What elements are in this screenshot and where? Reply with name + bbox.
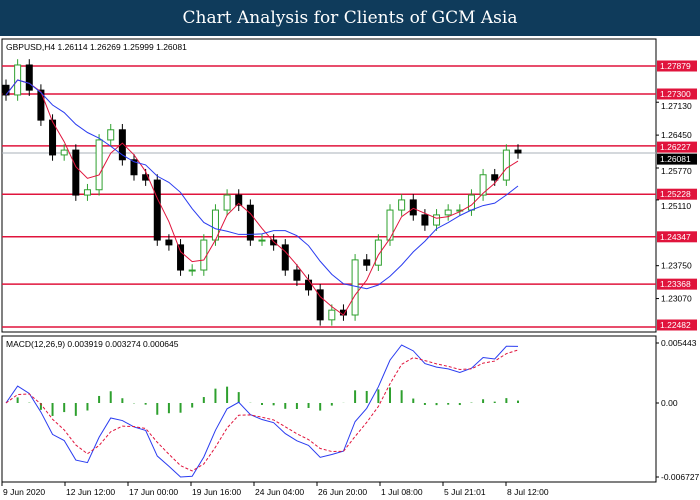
candle-body	[409, 199, 417, 216]
level-label-box	[657, 278, 697, 290]
candle-body	[130, 159, 138, 176]
time-tick-label: 9 Jun 2020	[3, 487, 45, 497]
candle-body	[165, 239, 173, 246]
candle-body	[2, 84, 10, 96]
level-label-box	[657, 231, 697, 243]
macd-header: MACD(12,26,9) 0.003919 0.003274 0.000645	[6, 339, 179, 349]
candle-body	[398, 199, 406, 211]
level-label: 1.27879	[660, 61, 691, 71]
level-label-box	[657, 188, 697, 200]
time-tick-label: 12 Jun 12:00	[66, 487, 115, 497]
macd-tick-label: -0.006727	[661, 472, 700, 482]
level-label: 1.24347	[660, 232, 691, 242]
time-tick-label: 24 Jun 04:00	[255, 487, 304, 497]
candle-body	[514, 149, 522, 154]
candle-body	[316, 289, 324, 321]
candle-body	[502, 149, 510, 181]
macd-line	[5, 344, 519, 478]
level-label-box	[657, 88, 697, 100]
candle-body	[153, 179, 161, 241]
candle-body	[25, 64, 33, 91]
candle-body	[328, 309, 336, 321]
level-label: 1.26227	[660, 142, 691, 152]
candle-body	[223, 194, 231, 211]
candle-body	[118, 129, 126, 161]
macd-tick-label: 0.005443	[661, 338, 697, 348]
moving-average-line	[5, 79, 519, 290]
level-label-box	[657, 141, 697, 153]
macd-tick-label: 0.00	[661, 398, 678, 408]
price-panel	[1, 38, 657, 333]
candle-body	[49, 119, 57, 156]
price-tick-label: 1.23750	[661, 261, 692, 271]
candle-body	[374, 239, 382, 266]
candle-body	[95, 139, 103, 191]
candle-body	[200, 239, 208, 271]
candle-body	[444, 209, 452, 216]
current-price-label: 1.26081	[660, 154, 691, 164]
time-tick-label: 1 Jul 08:00	[381, 487, 423, 497]
candle-body	[305, 279, 313, 291]
price-tick-label: 1.27130	[661, 101, 692, 111]
price-tick-label: 1.25110	[661, 201, 691, 211]
level-label: 1.23368	[660, 279, 691, 289]
time-tick-label: 19 Jun 16:00	[192, 487, 241, 497]
time-tick-label: 26 Jun 20:00	[318, 487, 367, 497]
candle-body	[177, 244, 185, 271]
candle-body	[351, 259, 359, 316]
price-tick-label: 1.26450	[661, 130, 692, 140]
candle-body	[37, 89, 45, 121]
candle-body	[456, 209, 464, 212]
time-tick-label: 8 Jul 12:00	[507, 487, 549, 497]
candle-body	[491, 174, 499, 181]
candle-body	[258, 239, 266, 242]
candle-body	[83, 189, 91, 196]
candle-body	[107, 129, 115, 141]
candle-body	[270, 239, 278, 246]
candle-body	[433, 214, 441, 226]
level-label: 1.27300	[660, 89, 691, 99]
time-tick-label: 5 Jul 21:01	[444, 487, 486, 497]
candle-body	[386, 209, 394, 241]
moving-average-line	[5, 79, 519, 316]
candle-body	[421, 214, 429, 226]
level-label-box	[657, 319, 697, 331]
macd-panel	[1, 335, 657, 483]
candle-body	[281, 244, 289, 271]
symbol-header: GBPUSD,H4 1.26114 1.26269 1.25999 1.2608…	[6, 42, 187, 52]
candle-body	[479, 174, 487, 196]
candle-body	[72, 149, 80, 196]
candle-body	[60, 149, 68, 156]
time-tick-label: 17 Jun 00:00	[129, 487, 178, 497]
candle-body	[246, 204, 254, 241]
page-title: Chart Analysis for Clients of GCM Asia	[0, 0, 700, 36]
level-label: 1.22482	[660, 320, 691, 330]
current-price-box	[657, 153, 697, 165]
candle-body	[188, 269, 196, 272]
candle-body	[363, 259, 371, 266]
candle-body	[293, 269, 301, 281]
candle-body	[235, 194, 243, 206]
level-label-box	[657, 60, 697, 72]
price-tick-label: 1.23070	[661, 294, 692, 304]
level-label: 1.25228	[660, 189, 691, 199]
price-tick-label: 1.25770	[661, 166, 692, 176]
